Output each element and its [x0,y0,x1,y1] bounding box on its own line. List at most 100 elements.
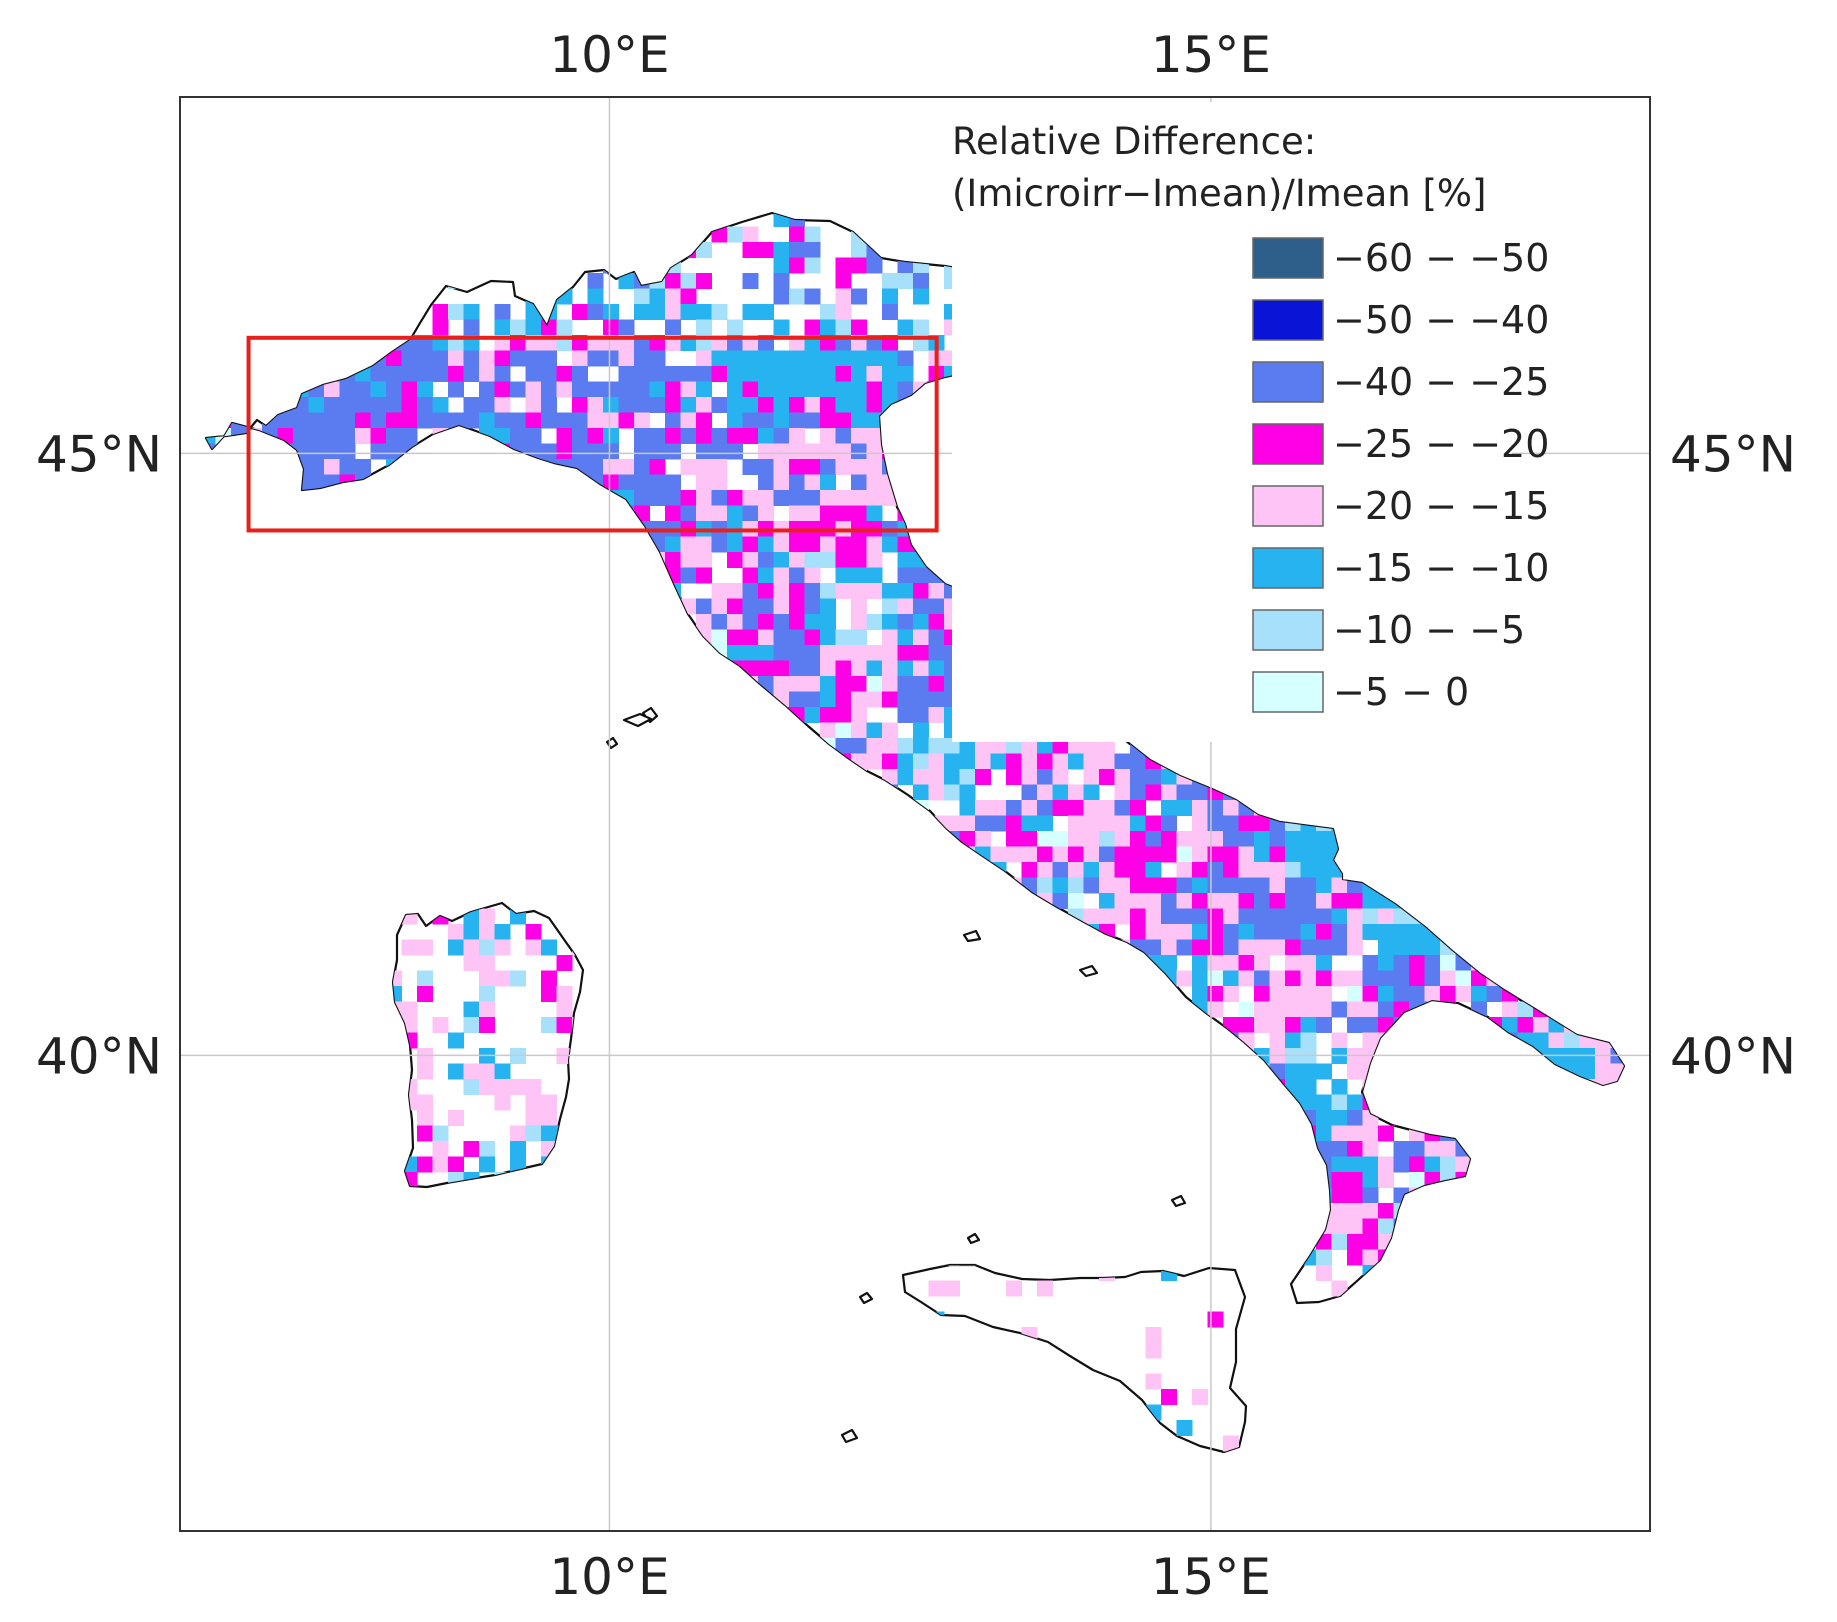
raster-cell [851,381,868,398]
raster-cell [913,676,930,693]
raster-cell [1161,769,1178,786]
raster-cell [665,273,682,290]
raster-cell [1192,800,1209,817]
raster-cell [1331,1079,1348,1096]
raster-cell [634,381,651,398]
raster-cell [913,645,930,662]
raster-cell [541,986,558,1003]
raster-cell [1316,877,1333,894]
raster-cell [1362,1032,1379,1049]
raster-cell [463,1063,480,1080]
raster-cell [1052,753,1069,770]
raster-cell [1285,986,1302,1003]
raster-cell [1300,955,1317,972]
raster-cell [851,397,868,414]
raster-cell [727,226,744,243]
raster-cell [897,707,914,724]
raster-cell [696,273,713,290]
raster-cell [711,366,728,383]
raster-cell [1424,970,1441,987]
raster-cell [1254,893,1271,910]
raster-cell [1331,1172,1348,1189]
raster-cell [866,505,883,522]
raster-cell [835,428,852,445]
raster-cell [897,676,914,693]
raster-cell [897,614,914,631]
raster-cell [789,614,806,631]
raster-cell [1362,970,1379,987]
raster-cell [742,583,759,600]
raster-cell [634,288,651,305]
raster-cell [696,614,713,631]
raster-cell [1114,753,1131,770]
raster-cell [696,598,713,615]
raster-cell [804,645,821,662]
raster-cell [1254,877,1271,894]
raster-cell [587,288,604,305]
raster-cell [1486,986,1503,1003]
raster-cell [525,1079,542,1096]
raster-cell [835,288,852,305]
raster-cell [959,738,976,755]
raster-cell [944,753,961,770]
raster-cell [975,831,992,848]
raster-cell [727,598,744,615]
raster-cell [1238,862,1255,879]
raster-cell [696,397,713,414]
raster-cell [959,784,976,801]
raster-cell [1114,800,1131,817]
raster-cell [339,428,356,445]
raster-cell [820,707,837,724]
raster-cell [1130,831,1147,848]
raster-cell [1269,924,1286,941]
raster-cell [463,1141,480,1158]
raster-cell [1269,862,1286,879]
raster-cell [1145,815,1162,832]
raster-cell [944,815,961,832]
raster-cell [1052,769,1069,786]
raster-cell [1006,831,1023,848]
raster-cell [1068,800,1085,817]
raster-cell [820,366,837,383]
raster-cell [1099,846,1116,863]
raster-cell [851,459,868,476]
raster-cell [1192,831,1209,848]
raster-cell [835,459,852,476]
raster-cell [1114,815,1131,832]
raster-cell [835,490,852,507]
raster-cell [1517,1017,1534,1034]
raster-cell [1176,784,1193,801]
raster-cell [1161,800,1178,817]
raster-cell [525,412,542,429]
raster-cell [603,397,620,414]
raster-cell [866,490,883,507]
raster-cell [1300,939,1317,956]
raster-cell [510,1156,527,1173]
raster-cell [1378,970,1395,987]
raster-cell [1362,955,1379,972]
raster-cell [1285,1001,1302,1018]
raster-cell [649,304,666,321]
raster-cell [913,567,930,584]
raster-cell [928,691,945,708]
raster-cell [1300,1001,1317,1018]
raster-cell [820,722,837,739]
raster-cell [1300,908,1317,925]
raster-cell [1285,924,1302,941]
raster-cell [820,676,837,693]
raster-cell [1316,846,1333,863]
raster-cell [386,350,403,367]
raster-cell [1347,1141,1364,1158]
raster-cell [866,753,883,770]
raster-cell [308,443,325,460]
raster-cell [758,366,775,383]
raster-cell [789,226,806,243]
raster-cell [649,459,666,476]
raster-cell [742,412,759,429]
raster-cell [1130,800,1147,817]
raster-cell [479,412,496,429]
raster-cell [1238,831,1255,848]
raster-cell [711,629,728,646]
raster-cell [1331,1187,1348,1204]
raster-cell [649,350,666,367]
